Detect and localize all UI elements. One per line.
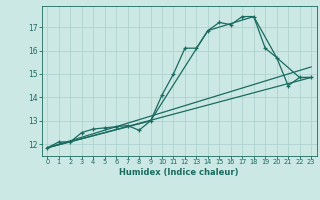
X-axis label: Humidex (Indice chaleur): Humidex (Indice chaleur): [119, 168, 239, 177]
